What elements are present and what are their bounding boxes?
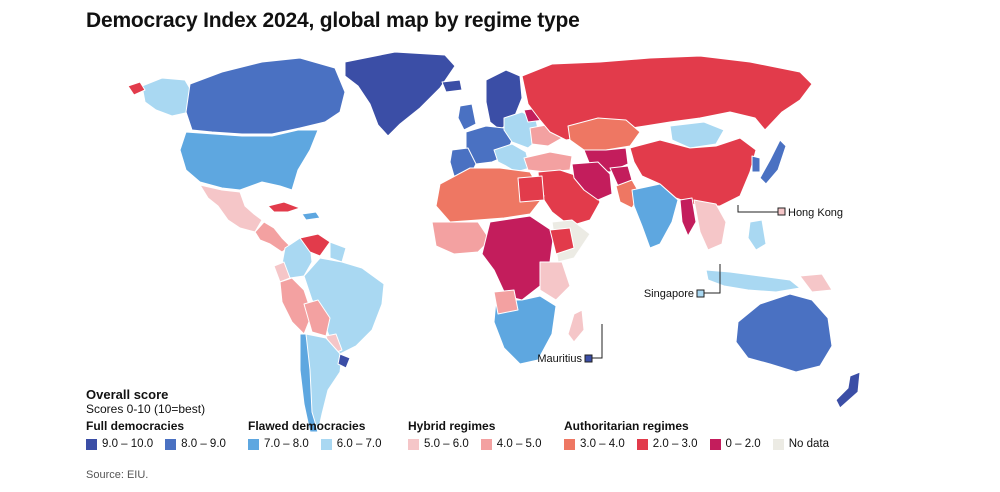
- region-caribbean: [301, 211, 321, 221]
- legend-group-name: Hybrid regimes: [408, 419, 496, 433]
- region-ecuador: [273, 261, 291, 283]
- region-cuba: [267, 201, 301, 213]
- legend-item-label: 3.0 – 4.0: [580, 438, 625, 450]
- legend-item-label: 6.0 – 7.0: [336, 438, 382, 450]
- legend-item-label: 2.0 – 3.0: [652, 438, 698, 450]
- legend-item: 0 – 2.0: [709, 438, 761, 450]
- region-india: [631, 183, 679, 249]
- region-canada: [185, 57, 346, 135]
- region-china: [629, 137, 757, 207]
- region-png: [799, 273, 833, 293]
- legend-item-label: 9.0 – 10.0: [102, 438, 154, 450]
- label-mauritius: Mauritius: [537, 353, 582, 365]
- region-russia: [521, 55, 813, 141]
- legend-item: 2.0 – 3.0: [636, 438, 698, 450]
- source-note: Source: EIU.: [86, 469, 149, 481]
- region-italy-balkans: [493, 143, 531, 173]
- legend-swatch: [248, 438, 259, 450]
- region-iceland: [441, 79, 463, 93]
- legend-group-hybrid-regimes: Hybrid regimes 5.0 – 6.0 4.0 – 5.0: [408, 418, 542, 450]
- legend-group-full-democracies: Full democracies 9.0 – 10.0 8.0 – 9.0: [86, 418, 226, 450]
- legend-item: 5.0 – 6.0: [408, 438, 469, 450]
- legend-swatch: [86, 438, 97, 450]
- region-japan: [759, 139, 787, 185]
- callout-singapore: Singapore: [644, 264, 721, 300]
- legend-item: 6.0 – 7.0: [320, 438, 382, 450]
- legend-item: 7.0 – 8.0: [248, 438, 309, 450]
- map-title: Democracy Index 2024, global map by regi…: [86, 9, 580, 32]
- region-korea: [751, 155, 761, 173]
- legend-title: Overall score: [86, 387, 169, 402]
- region-australia: [735, 293, 833, 373]
- legend-item-label: 5.0 – 6.0: [424, 438, 469, 450]
- region-ethiopia: [549, 227, 575, 255]
- legend-swatch: [772, 438, 784, 450]
- legend-group-name: Authoritarian regimes: [564, 419, 689, 433]
- legend-item: 4.0 – 5.0: [480, 438, 542, 450]
- region-argentina: [305, 333, 343, 433]
- legend-swatch: [165, 438, 177, 450]
- region-southeast-asia: [693, 199, 727, 251]
- region-usa: [179, 129, 319, 191]
- legend-swatch: [408, 438, 419, 450]
- region-angola: [493, 289, 519, 315]
- region-philippines: [747, 219, 767, 251]
- region-mexico: [199, 184, 263, 233]
- region-venezuela: [299, 233, 331, 257]
- region-egypt: [517, 175, 545, 203]
- legend-item: 8.0 – 9.0: [165, 438, 226, 450]
- region-madagascar: [567, 309, 585, 343]
- legend-swatch: [320, 438, 332, 450]
- legend-item: 9.0 – 10.0: [86, 438, 153, 450]
- region-uk: [457, 103, 477, 131]
- legend-item-label: 4.0 – 5.0: [496, 438, 542, 450]
- region-kazakhstan: [567, 117, 641, 151]
- legend-swatch: [564, 438, 575, 450]
- legend-item-label: 8.0 – 9.0: [181, 438, 226, 450]
- region-greenland: [344, 51, 456, 137]
- legend-item: 3.0 – 4.0: [564, 438, 625, 450]
- legend-group-flawed-democracies: Flawed democracies 7.0 – 8.0 6.0 – 7.0: [248, 418, 382, 450]
- region-indonesia: [705, 269, 801, 293]
- region-central-america: [254, 221, 291, 253]
- legend-item-label: 0 – 2.0: [725, 438, 761, 450]
- region-guianas: [329, 241, 347, 263]
- region-peru: [279, 277, 313, 335]
- label-singapore: Singapore: [644, 288, 694, 300]
- region-alaska: [141, 77, 193, 117]
- legend-group-authoritarian-regimes: Authoritarian regimes 3.0 – 4.0 2.0 – 3.…: [564, 418, 829, 450]
- callout-hong-kong: Hong Kong: [737, 205, 843, 219]
- region-uruguay: [337, 353, 351, 369]
- region-central-africa: [481, 215, 555, 301]
- callout-mauritius: Mauritius: [537, 324, 603, 365]
- legend-swatch: [480, 438, 492, 450]
- region-bolivia: [303, 299, 331, 337]
- legend-group-name: Flawed democracies: [248, 419, 366, 433]
- legend-swatch: [636, 438, 648, 450]
- region-turkey: [523, 151, 573, 173]
- legend: Overall score Scores 0-10 (10=best) Full…: [86, 387, 886, 458]
- region-mongolia: [669, 121, 725, 149]
- legend-group-name: Full democracies: [86, 419, 185, 433]
- region-southern-africa: [493, 295, 557, 365]
- region-alaska-islands: [127, 81, 146, 96]
- region-new-zealand: [835, 371, 861, 409]
- region-kenya-tanzania: [539, 261, 571, 301]
- region-myanmar: [679, 197, 697, 237]
- region-west-africa: [431, 221, 491, 255]
- label-hong-kong: Hong Kong: [788, 207, 843, 219]
- region-iran: [571, 161, 613, 201]
- legend-item-label: 7.0 – 8.0: [264, 438, 309, 450]
- legend-subtitle: Scores 0-10 (10=best): [86, 402, 206, 416]
- legend-swatch: [709, 438, 721, 450]
- legend-item-label: No data: [788, 438, 829, 450]
- legend-item: No data: [772, 438, 829, 450]
- region-north-africa: [435, 167, 545, 223]
